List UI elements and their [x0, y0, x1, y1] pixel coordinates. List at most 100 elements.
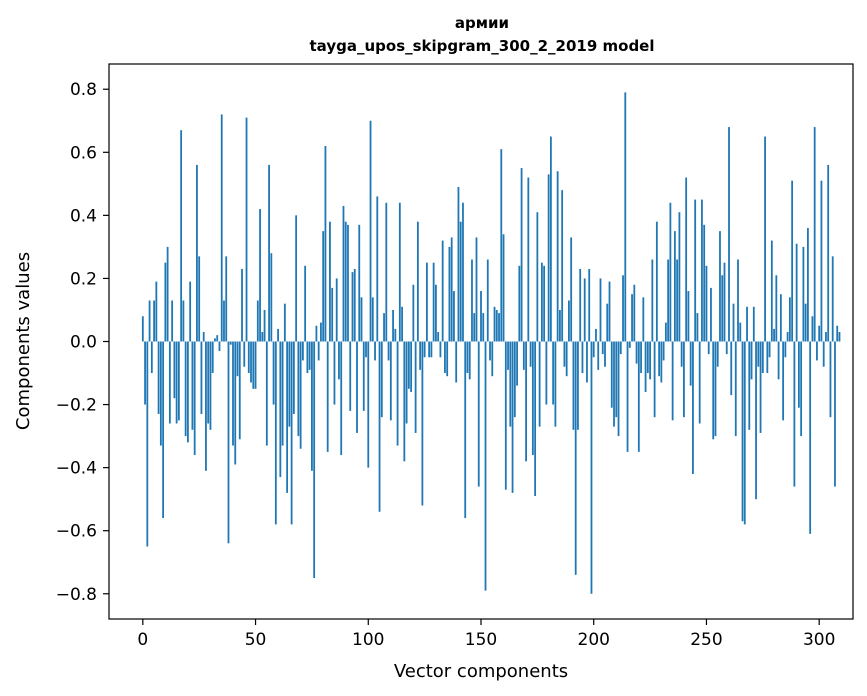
bar — [220, 114, 223, 342]
bar — [599, 278, 602, 342]
bar — [412, 284, 415, 342]
bar — [694, 199, 697, 342]
bar — [793, 341, 796, 487]
bar — [802, 246, 805, 342]
bar — [403, 341, 406, 462]
bar — [473, 313, 476, 342]
bar — [838, 332, 841, 342]
bar — [631, 294, 633, 342]
bar — [292, 341, 295, 415]
bar — [162, 341, 165, 519]
bar — [184, 341, 187, 437]
bar — [344, 221, 347, 342]
bar — [432, 262, 435, 342]
bar — [707, 341, 710, 355]
bar — [356, 341, 358, 433]
bar — [788, 297, 791, 342]
bar — [498, 313, 500, 342]
x-tick-label: 50 — [245, 630, 267, 650]
bar — [807, 227, 809, 342]
bar — [245, 117, 248, 342]
bar — [624, 92, 627, 342]
bar — [687, 291, 690, 342]
bar — [752, 306, 755, 342]
bar — [820, 180, 823, 342]
bar — [428, 341, 431, 358]
bar — [480, 291, 482, 342]
bar — [446, 341, 449, 377]
x-tick-label: 250 — [690, 630, 722, 650]
bar — [425, 262, 428, 342]
bar — [725, 341, 728, 355]
bar — [583, 278, 586, 342]
bar — [692, 341, 694, 474]
bar — [358, 224, 361, 342]
bar — [581, 341, 584, 374]
bar — [175, 341, 178, 424]
bar — [448, 246, 451, 342]
bar — [177, 341, 180, 421]
bars-group — [141, 92, 841, 594]
bar — [209, 341, 212, 430]
y-tick-label: −0.2 — [56, 396, 97, 416]
bar — [482, 313, 485, 342]
bar — [329, 221, 331, 342]
bar — [205, 341, 207, 471]
bar — [741, 341, 744, 522]
bar — [279, 341, 282, 478]
bar — [712, 341, 715, 440]
bar — [385, 202, 388, 342]
bar — [545, 341, 548, 405]
bar — [588, 268, 591, 342]
bar — [646, 341, 649, 374]
bar — [173, 341, 176, 399]
bar — [304, 265, 307, 342]
bar — [225, 256, 228, 342]
bar — [572, 341, 575, 430]
bar — [398, 202, 401, 342]
bar — [705, 265, 708, 342]
bar — [595, 328, 597, 342]
bar — [202, 332, 205, 342]
bar — [809, 341, 812, 534]
bar — [311, 341, 313, 471]
y-axis-label: Components values — [13, 252, 34, 430]
bar — [457, 186, 460, 342]
bar — [180, 130, 183, 342]
bar — [320, 322, 322, 342]
bar — [430, 341, 433, 358]
bar — [680, 341, 683, 367]
bar — [813, 127, 816, 342]
bar — [265, 341, 268, 446]
bar — [608, 281, 611, 342]
chart-subtitle: tayga_upos_skipgram_300_2_2019 model — [310, 37, 655, 55]
bar — [662, 341, 665, 361]
bar — [786, 332, 789, 342]
bar — [563, 341, 566, 367]
bar — [435, 284, 437, 342]
bar — [723, 262, 726, 342]
bar — [218, 341, 221, 351]
bar — [622, 275, 624, 342]
bar — [502, 234, 505, 342]
bar — [281, 341, 284, 446]
bar — [561, 190, 564, 342]
bar — [516, 341, 518, 386]
bar — [651, 259, 654, 342]
bar — [529, 341, 532, 367]
bar — [673, 231, 676, 342]
bar — [317, 341, 320, 361]
bar — [739, 322, 742, 342]
bar — [416, 221, 419, 342]
bar — [378, 341, 381, 512]
bar — [719, 231, 721, 342]
bar — [333, 341, 336, 405]
bar — [437, 332, 440, 342]
bar — [405, 341, 408, 424]
bar — [191, 341, 194, 430]
bar — [633, 284, 636, 342]
bar — [649, 341, 651, 380]
bar — [683, 341, 685, 418]
bar — [144, 341, 146, 405]
